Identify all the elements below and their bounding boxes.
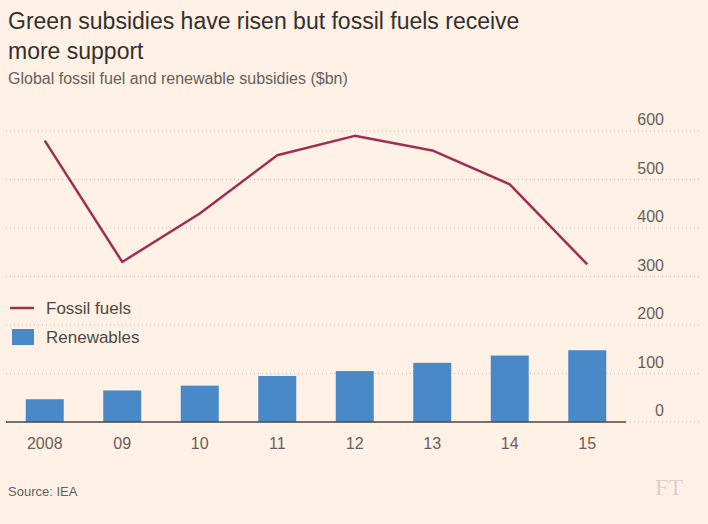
x-tick-label: 10 [191, 435, 209, 452]
marks [26, 136, 607, 422]
bar [568, 350, 606, 422]
x-tick-label: 13 [423, 435, 441, 452]
x-tick-label: 15 [578, 435, 596, 452]
legend-swatch [12, 329, 34, 345]
logo: FT [655, 474, 683, 501]
x-tick-label: 11 [269, 435, 286, 452]
legend-label: Renewables [46, 328, 140, 347]
title: Green subsidies have risen but fossil fu… [8, 6, 578, 66]
y-tick-label: 200 [637, 305, 664, 322]
grid-line [6, 131, 700, 132]
legend-label: Fossil fuels [46, 299, 131, 318]
y-tick-label: 300 [637, 257, 664, 274]
bar [336, 371, 374, 422]
chart: 0 100 200 300 400 500 600 2008 09 10 11 12 13 14 15 Fos… [0, 0, 708, 524]
x-tick-label: 14 [501, 435, 519, 452]
x-tick-label: 12 [346, 435, 364, 452]
x-tick-label: 2008 [27, 435, 63, 452]
line [45, 136, 588, 265]
bar [258, 376, 296, 422]
grid-line [6, 276, 700, 277]
y-tick-label: 0 [655, 402, 664, 419]
x-axis [6, 421, 626, 423]
y-tick-label: 100 [637, 354, 664, 371]
x-tick-label: 09 [113, 435, 131, 452]
grid-line [6, 325, 700, 326]
legend-swatch [10, 307, 34, 310]
grid-line [6, 228, 700, 229]
bar [491, 356, 529, 422]
y-tick-label: 600 [637, 111, 664, 128]
bar [103, 390, 141, 422]
source: Source: IEA [8, 484, 77, 499]
grid-line [6, 422, 700, 423]
grid-line [6, 179, 700, 180]
y-tick-label: 400 [637, 208, 664, 225]
bar [181, 386, 219, 422]
y-tick-label: 500 [637, 160, 664, 177]
subtitle: Global fossil fuel and renewable subsidi… [8, 70, 348, 88]
bar [413, 363, 451, 422]
bar [26, 399, 64, 422]
